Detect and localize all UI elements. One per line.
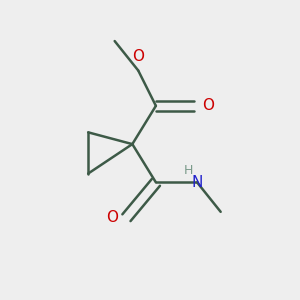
Text: N: N	[191, 175, 203, 190]
Text: O: O	[132, 49, 144, 64]
Text: H: H	[184, 164, 194, 177]
Text: O: O	[106, 210, 118, 225]
Text: O: O	[202, 98, 214, 113]
